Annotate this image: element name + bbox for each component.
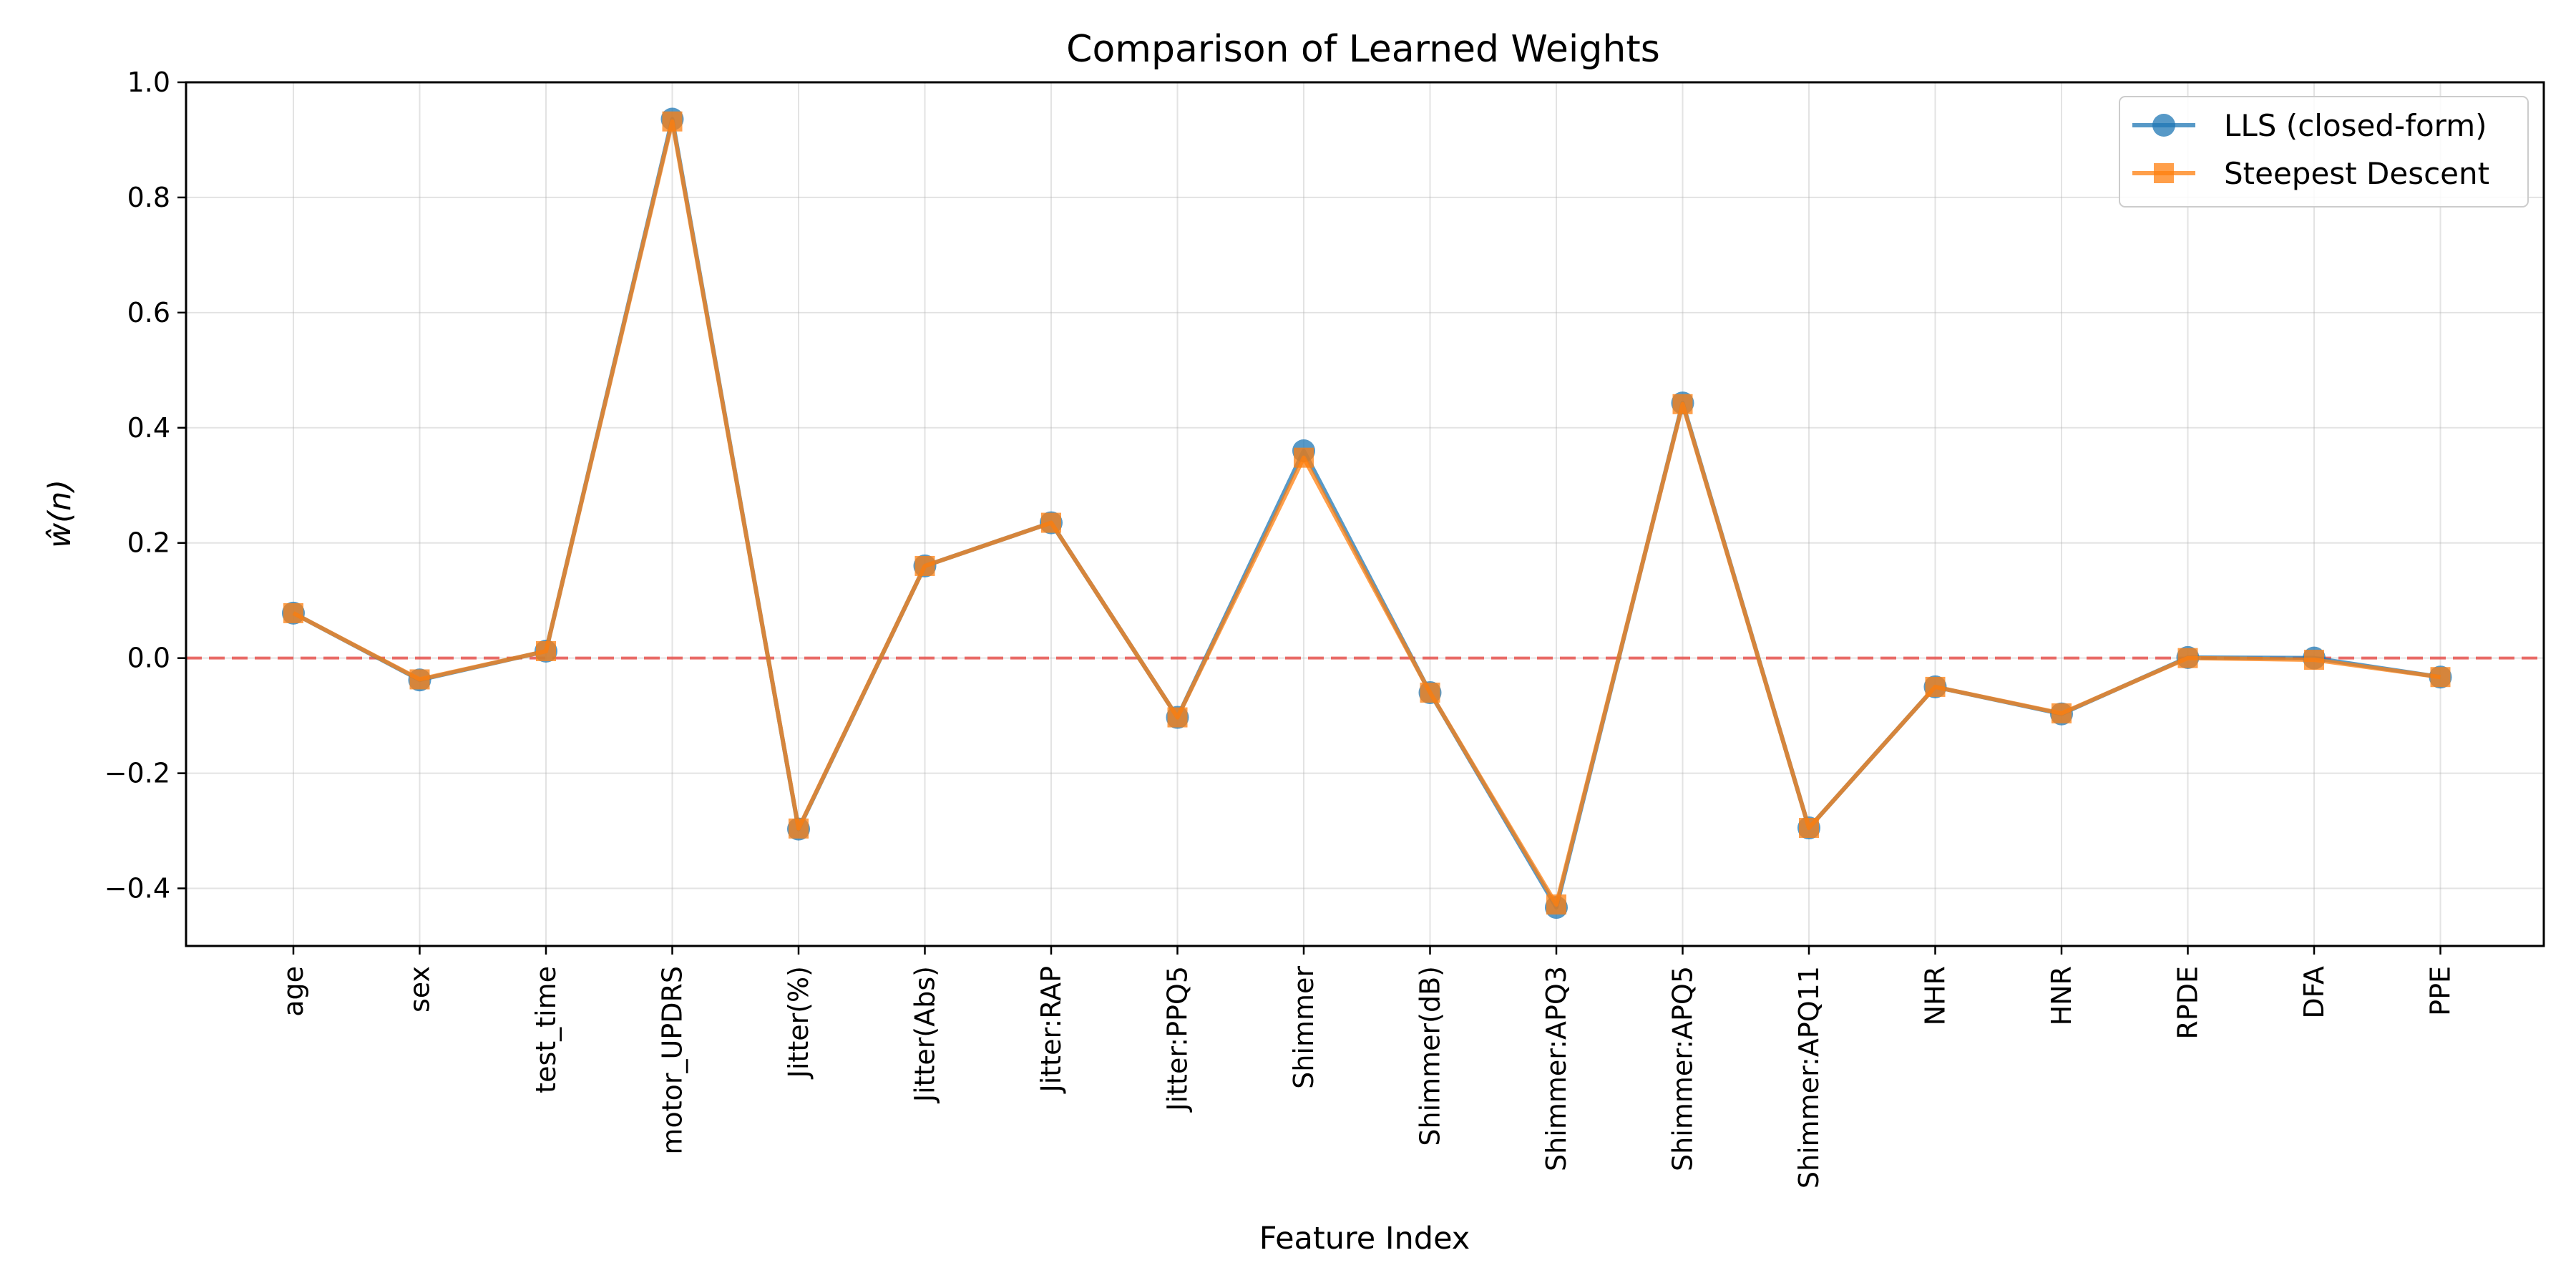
data-point	[1294, 447, 1314, 468]
data-point	[914, 555, 935, 576]
x-axis-label: Feature Index	[1259, 1221, 1470, 1257]
data-point	[789, 818, 809, 839]
data-point	[2051, 703, 2072, 723]
x-tick-label: motor_UPDRS	[657, 966, 688, 1155]
series-steepest-descent	[283, 111, 2451, 915]
y-axis-label: ŵ(n)	[42, 479, 78, 548]
x-tick-label: DFA	[2298, 966, 2330, 1019]
legend-label-lls: LLS (closed-form)	[2224, 108, 2487, 143]
data-point	[662, 111, 683, 132]
x-tick-label: Jitter:PPQ5	[1162, 966, 1194, 1113]
x-tick-label: NHR	[1920, 966, 1951, 1025]
data-point	[1672, 394, 1693, 414]
y-tick-label: 0.6	[127, 297, 170, 328]
x-tick-label: age	[278, 966, 309, 1017]
data-point	[1420, 682, 1440, 703]
x-tick-label: Shimmer:APQ3	[1541, 966, 1572, 1171]
data-point	[1546, 894, 1566, 915]
data-point	[1167, 707, 1188, 728]
x-tick-label: RPDE	[2172, 966, 2204, 1040]
series-line	[292, 119, 2441, 907]
data-point	[2177, 648, 2198, 668]
legend-box	[2119, 96, 2529, 208]
legend: LLS (closed-form) Steepest Descent	[2119, 96, 2529, 208]
data-point	[283, 602, 303, 623]
x-tick-label: Jitter(Abs)	[909, 966, 941, 1103]
y-tick-label: −0.4	[104, 873, 170, 904]
data-point	[1799, 818, 1819, 839]
x-tick-label: Shimmer	[1288, 966, 1319, 1089]
x-tick-label: Jitter(%)	[783, 966, 814, 1079]
x-axis: age sex test_time motor_UPDRS Jitter(%) Jitte…	[278, 946, 2457, 1189]
x-tick-label: Shimmer:APQ11	[1793, 966, 1825, 1189]
data-point	[1925, 676, 1946, 697]
data-point	[536, 641, 556, 662]
y-tick-label: 0.2	[127, 527, 170, 559]
x-tick-label: PPE	[2425, 966, 2457, 1016]
data-point	[409, 669, 430, 690]
x-tick-label: Shimmer:APQ5	[1667, 966, 1699, 1171]
x-tick-label: test_time	[530, 966, 562, 1093]
data-point	[2430, 667, 2451, 688]
x-tick-label: Jitter:RAP	[1035, 966, 1067, 1093]
legend-label-sd: Steepest Descent	[2224, 156, 2489, 191]
legend-marker-sd	[2154, 163, 2174, 183]
y-tick-label: 0.8	[127, 182, 170, 213]
data-point	[1041, 512, 1061, 533]
y-tick-label: 0.0	[127, 643, 170, 674]
series-group	[282, 107, 2452, 919]
legend-marker-lls	[2152, 114, 2175, 137]
y-tick-label: 1.0	[127, 67, 170, 98]
plot-frame	[185, 81, 2545, 947]
chart-title: Comparison of Learned Weights	[1066, 28, 1660, 71]
x-tick-label: Shimmer(dB)	[1415, 966, 1446, 1146]
y-axis: −0.4 −0.2 0.0 0.2 0.4 0.6 0.8 1.0	[104, 67, 186, 904]
y-tick-label: −0.2	[104, 758, 170, 789]
data-point	[2304, 650, 2324, 670]
x-tick-label: HNR	[2046, 966, 2077, 1025]
x-tick-label: sex	[404, 966, 436, 1013]
y-tick-label: 0.4	[127, 412, 170, 444]
